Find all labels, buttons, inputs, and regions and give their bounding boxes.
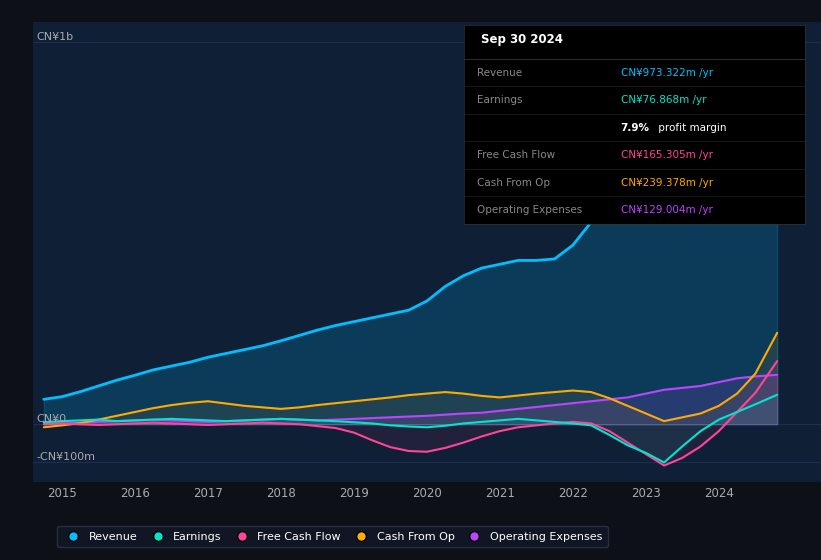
Text: Cash From Op: Cash From Op bbox=[478, 178, 551, 188]
Text: profit margin: profit margin bbox=[654, 123, 726, 133]
Text: CN¥129.004m /yr: CN¥129.004m /yr bbox=[621, 206, 713, 215]
Text: Earnings: Earnings bbox=[478, 95, 523, 105]
Text: Revenue: Revenue bbox=[478, 68, 523, 78]
Text: CN¥1b: CN¥1b bbox=[36, 31, 74, 41]
Text: CN¥0: CN¥0 bbox=[36, 414, 67, 424]
Text: CN¥76.868m /yr: CN¥76.868m /yr bbox=[621, 95, 706, 105]
Text: CN¥165.305m /yr: CN¥165.305m /yr bbox=[621, 150, 713, 160]
Text: Sep 30 2024: Sep 30 2024 bbox=[481, 33, 563, 46]
Text: Operating Expenses: Operating Expenses bbox=[478, 206, 583, 215]
Text: Free Cash Flow: Free Cash Flow bbox=[478, 150, 556, 160]
Text: CN¥239.378m /yr: CN¥239.378m /yr bbox=[621, 178, 713, 188]
Text: -CN¥100m: -CN¥100m bbox=[36, 452, 95, 463]
Text: CN¥973.322m /yr: CN¥973.322m /yr bbox=[621, 68, 713, 78]
Text: 7.9%: 7.9% bbox=[621, 123, 649, 133]
Legend: Revenue, Earnings, Free Cash Flow, Cash From Op, Operating Expenses: Revenue, Earnings, Free Cash Flow, Cash … bbox=[57, 526, 608, 547]
